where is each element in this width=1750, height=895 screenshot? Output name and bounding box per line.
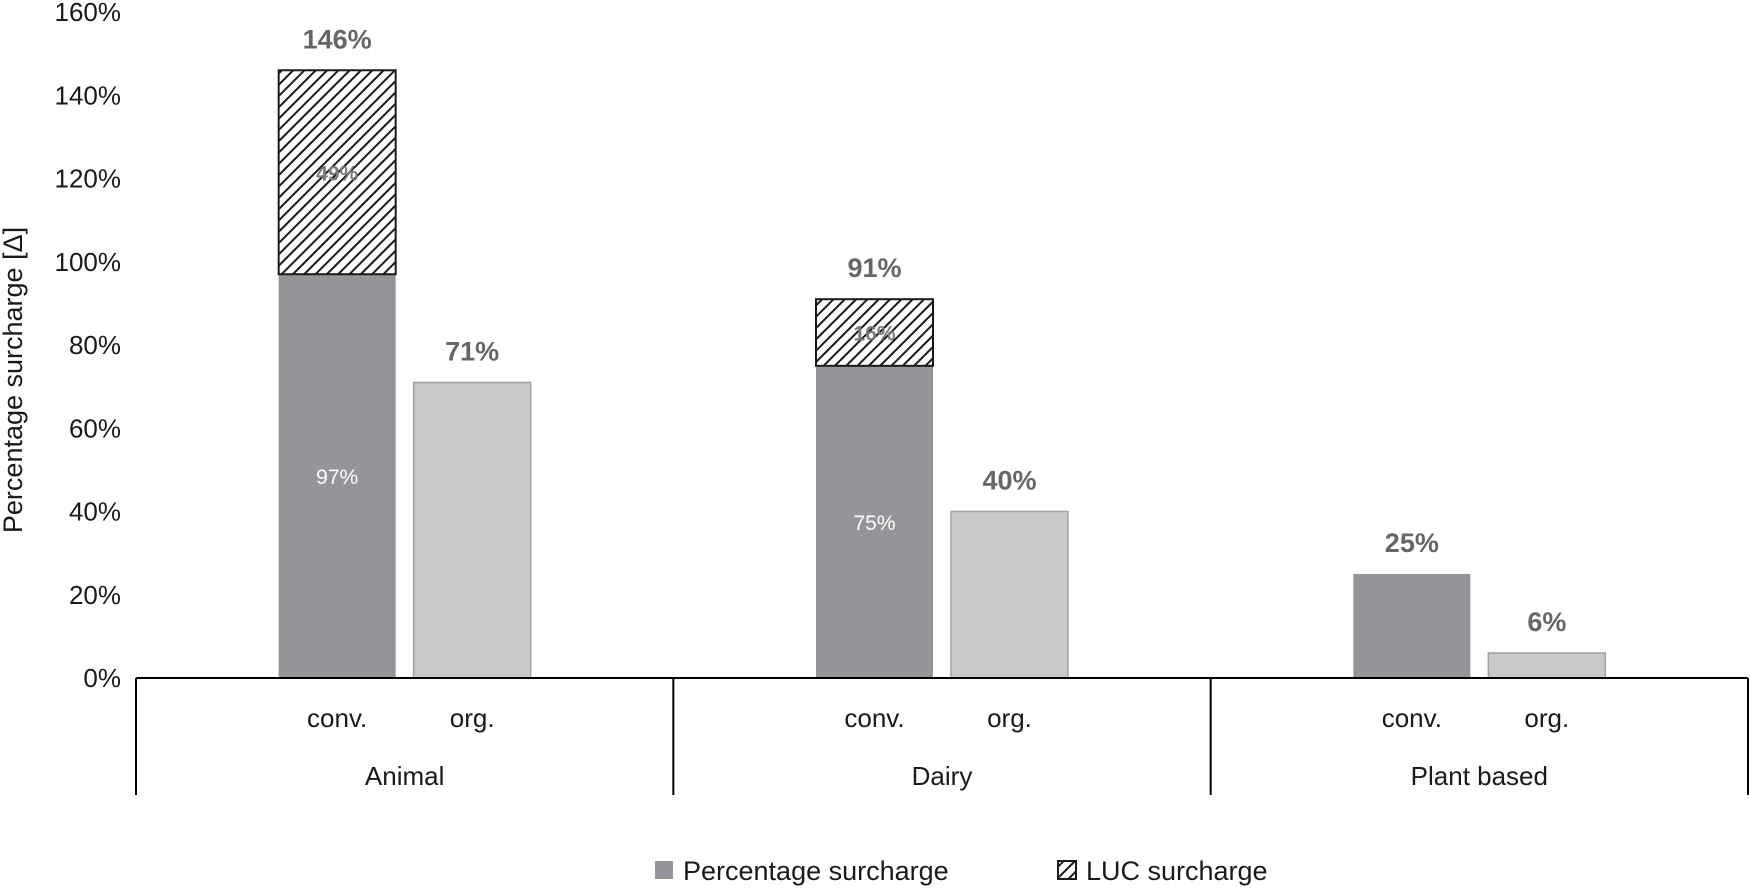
bar-category-label: org.	[450, 703, 495, 733]
legend: Percentage surcharge LUC surcharge	[655, 856, 1268, 886]
legend-label: LUC surcharge	[1086, 856, 1268, 886]
bar-conv-surcharge	[278, 274, 396, 678]
bar-org-surcharge	[1487, 652, 1607, 679]
total-value-label: 91%	[847, 253, 901, 283]
group-label: Animal	[365, 761, 444, 791]
bar-category-label: conv.	[1382, 703, 1442, 733]
y-axis-ticks: 0% 20% 40% 60% 80% 100% 120% 140% 160%	[55, 0, 122, 693]
y-tick-label: 20%	[69, 580, 121, 610]
y-tick-label: 100%	[55, 247, 122, 277]
bar-luc-surcharge	[277, 69, 397, 276]
legend-swatch-luc	[1057, 860, 1077, 880]
base-value-label: 75%	[853, 512, 895, 535]
bar-category-label: conv.	[307, 703, 367, 733]
total-value-label: 6%	[1527, 607, 1566, 637]
legend-label: Percentage surcharge	[683, 856, 949, 886]
total-value-label: 40%	[982, 466, 1036, 496]
y-tick-label: 120%	[55, 164, 122, 194]
luc-value-label: 49%	[316, 162, 358, 185]
total-value-label: 71%	[445, 336, 499, 366]
total-value-label: 146%	[303, 24, 372, 54]
y-tick-label: 80%	[69, 330, 121, 360]
y-tick-label: 40%	[69, 497, 121, 527]
luc-value-label: 16%	[853, 323, 895, 346]
y-tick-label: 140%	[55, 80, 122, 110]
bar-category-label: org.	[987, 703, 1032, 733]
y-tick-label: 60%	[69, 413, 121, 443]
bar-org-surcharge	[412, 381, 532, 679]
bar-conv-surcharge	[816, 365, 933, 678]
y-tick-label: 160%	[55, 0, 122, 27]
bar-org-surcharge	[950, 510, 1069, 679]
y-tick-label: 0%	[83, 663, 121, 693]
y-axis-label: Percentage surcharge [Δ]	[0, 227, 28, 533]
base-value-label: 97%	[316, 466, 358, 489]
group-label: Dairy	[912, 761, 973, 791]
group-label: Plant based	[1411, 761, 1548, 791]
bar-luc-surcharge	[815, 298, 934, 367]
total-value-label: 25%	[1385, 528, 1439, 558]
legend-swatch-percentage	[655, 861, 673, 879]
bar-conv-surcharge	[1353, 573, 1471, 678]
bar-category-label: conv.	[844, 703, 904, 733]
bars: 49% 97% 146% 71% 16% 75% 91% 40% 25% 6%	[277, 24, 1607, 679]
bar-category-label: org.	[1524, 703, 1569, 733]
